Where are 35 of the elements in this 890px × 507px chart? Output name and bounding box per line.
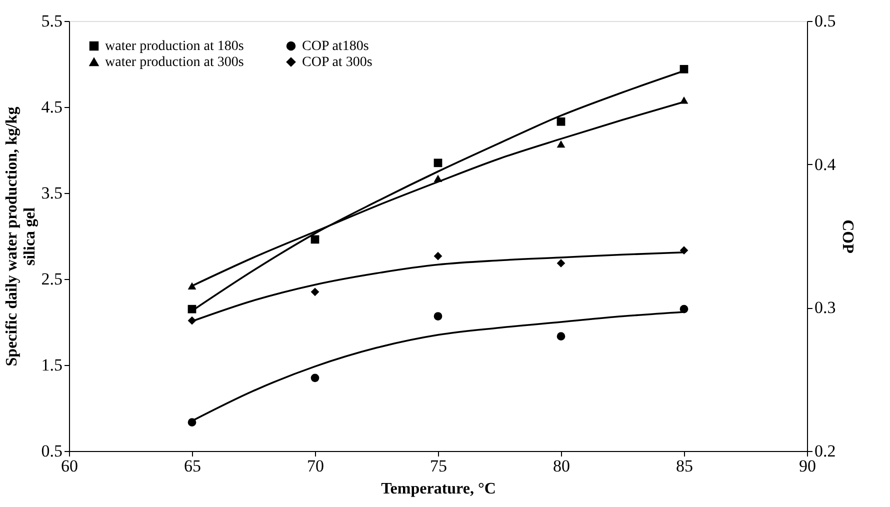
point [434, 158, 442, 168]
x-tick-label: 65 [184, 456, 201, 476]
legend-label: COP at 300s [302, 55, 372, 70]
legend-label: water production at 180s [105, 39, 244, 54]
point [310, 374, 320, 382]
legend-label: water production at 300s [105, 55, 244, 70]
y2-axis-title: COP [838, 220, 856, 254]
y2-tick-label: 0.3 [814, 298, 836, 318]
point [680, 246, 688, 255]
y-tick-label: 3.5 [41, 184, 62, 202]
y-axis-title: Specific daily water production, kg/kg silica gel [3, 106, 38, 366]
x-tick-label: 70 [307, 456, 324, 476]
x-axis-title: Temperature, °C [381, 480, 496, 498]
y-tick-label: 2.5 [41, 270, 62, 288]
point [556, 140, 566, 148]
y-tick-label: 5.5 [41, 12, 62, 30]
y-tick-label: 4.5 [41, 98, 62, 116]
point [556, 117, 566, 126]
point [434, 312, 442, 320]
point [310, 235, 320, 244]
point [556, 259, 566, 268]
point [556, 332, 566, 341]
y-tick-label: 1.5 [41, 356, 62, 374]
y2-tick-label: 0.2 [814, 442, 836, 460]
x-tick-label: 85 [676, 456, 693, 476]
x-tick-label: 75 [430, 456, 447, 476]
y2-tick-label: 0.5 [814, 12, 836, 30]
y-tick-label: 0.5 [41, 442, 62, 460]
x-tick-label: 80 [553, 456, 570, 476]
x-tick-label: 60 [61, 456, 78, 476]
point [310, 288, 320, 296]
y2-tick-label: 0.4 [814, 154, 836, 174]
x-tick-label: 90 [799, 456, 816, 476]
legend-label: COP at180s [302, 39, 369, 54]
point [434, 252, 442, 260]
